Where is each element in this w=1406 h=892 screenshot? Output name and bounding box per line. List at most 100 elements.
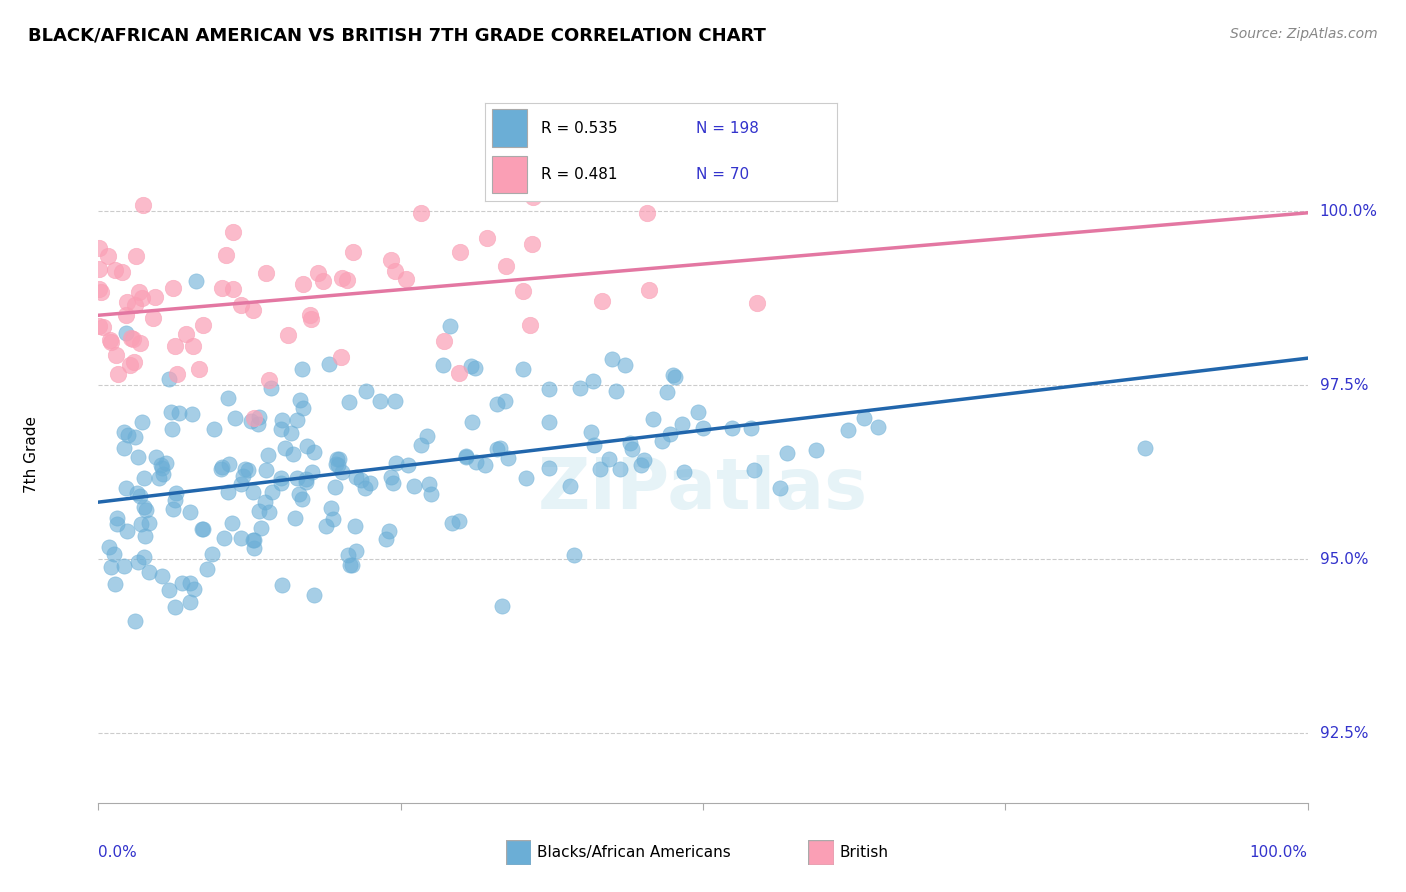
Point	[221, 516, 243, 530]
Point	[152, 467, 174, 482]
Point	[297, 439, 319, 453]
Point	[432, 359, 454, 373]
Point	[157, 372, 180, 386]
Point	[229, 477, 252, 491]
Point	[336, 548, 359, 562]
Point	[129, 489, 152, 503]
Point	[129, 335, 152, 350]
Point	[124, 614, 146, 628]
Point	[134, 471, 156, 485]
Point	[256, 448, 278, 462]
Point	[581, 374, 603, 388]
Point	[239, 414, 262, 428]
Point	[215, 247, 238, 261]
Point	[89, 282, 111, 296]
Point	[381, 476, 404, 491]
Text: Source: ZipAtlas.com: Source: ZipAtlas.com	[1230, 27, 1378, 41]
Point	[112, 559, 135, 574]
Point	[745, 296, 768, 310]
Point	[384, 264, 406, 278]
Point	[315, 519, 337, 533]
Point	[562, 548, 585, 562]
Point	[218, 457, 240, 471]
Point	[209, 462, 232, 476]
Point	[217, 484, 239, 499]
Text: N = 198: N = 198	[696, 120, 759, 136]
Point	[179, 576, 201, 591]
Point	[127, 485, 149, 500]
Point	[633, 453, 655, 467]
Point	[651, 434, 673, 449]
Point	[229, 298, 252, 312]
Point	[420, 487, 443, 501]
Point	[512, 285, 534, 299]
Point	[742, 463, 765, 477]
Point	[494, 393, 516, 408]
Point	[124, 298, 146, 312]
Point	[270, 578, 292, 592]
Point	[232, 469, 254, 483]
Text: 92.5%: 92.5%	[1320, 726, 1368, 740]
Point	[641, 411, 664, 425]
Point	[270, 475, 292, 490]
Point	[249, 521, 271, 535]
Point	[280, 425, 302, 440]
Point	[340, 558, 363, 573]
Point	[329, 350, 352, 364]
Point	[181, 407, 204, 421]
Point	[243, 533, 266, 548]
Point	[172, 576, 194, 591]
Point	[138, 565, 160, 579]
Point	[132, 550, 155, 565]
Point	[672, 465, 695, 479]
Text: Blacks/African Americans: Blacks/African Americans	[537, 846, 731, 860]
Point	[247, 417, 270, 432]
Point	[145, 290, 167, 304]
Point	[447, 515, 470, 529]
Point	[461, 416, 484, 430]
Point	[605, 384, 627, 399]
Point	[368, 393, 391, 408]
Point	[191, 522, 214, 536]
FancyBboxPatch shape	[506, 840, 531, 865]
Point	[491, 599, 513, 613]
Point	[288, 392, 311, 407]
Point	[776, 446, 799, 460]
Point	[416, 429, 439, 443]
Point	[183, 582, 205, 596]
Point	[522, 189, 544, 203]
Point	[349, 473, 371, 487]
Point	[692, 421, 714, 435]
Point	[242, 485, 264, 500]
Point	[769, 481, 792, 495]
Point	[485, 397, 508, 411]
Point	[214, 531, 236, 545]
Point	[395, 272, 418, 286]
Point	[191, 318, 214, 333]
Point	[165, 339, 187, 353]
Point	[579, 425, 602, 439]
Text: 7th Grade: 7th Grade	[24, 417, 39, 493]
Point	[229, 531, 252, 545]
Point	[149, 458, 172, 473]
Point	[440, 516, 463, 531]
Point	[326, 458, 349, 472]
Point	[538, 460, 561, 475]
Point	[671, 417, 693, 432]
Point	[112, 425, 135, 439]
Point	[655, 384, 678, 399]
Text: 100.0%: 100.0%	[1320, 204, 1378, 219]
Point	[128, 285, 150, 300]
Point	[233, 462, 256, 476]
Point	[242, 411, 264, 425]
Point	[134, 529, 156, 543]
Point	[118, 358, 141, 372]
Point	[242, 533, 264, 547]
Point	[222, 225, 245, 239]
Point	[301, 465, 323, 479]
FancyBboxPatch shape	[492, 110, 527, 147]
Point	[720, 421, 742, 435]
Point	[179, 594, 201, 608]
Point	[124, 355, 146, 369]
Point	[291, 401, 314, 416]
